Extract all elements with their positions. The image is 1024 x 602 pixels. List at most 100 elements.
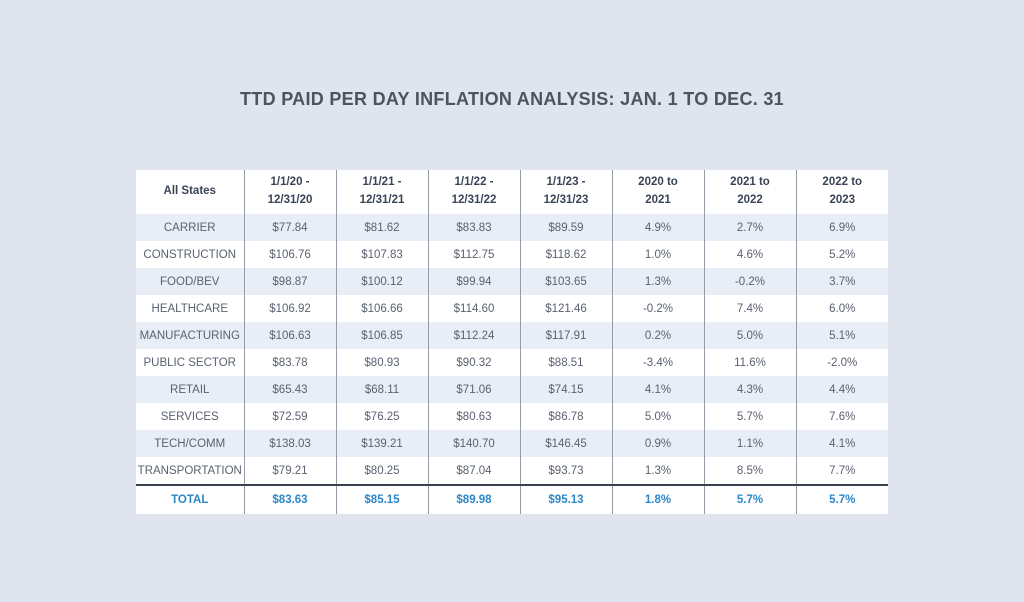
- table-cell: $139.21: [336, 430, 429, 457]
- table-row: PUBLIC SECTOR $83.78 $80.93 $90.32 $88.51 -3.…: [136, 349, 888, 376]
- column-header: 2022 to 2023: [796, 170, 888, 214]
- table-cell: 1.3%: [612, 457, 705, 485]
- row-label: MANUFACTURING: [136, 322, 245, 349]
- table-cell: $88.51: [520, 349, 613, 376]
- table-cell: $86.78: [520, 403, 613, 430]
- total-cell: 5.7%: [704, 484, 797, 514]
- table-container: All States 1/1/20 -12/31/20 1/1/21 -12/31/…: [136, 170, 888, 514]
- row-label: CONSTRUCTION: [136, 241, 245, 268]
- column-header: 1/1/21 -12/31/21: [336, 170, 429, 214]
- row-label: RETAIL: [136, 376, 245, 403]
- page-title: TTD PAID PER DAY INFLATION ANALYSIS: JAN…: [240, 89, 784, 109]
- table-cell: 7.6%: [796, 403, 888, 430]
- table-cell: $103.65: [520, 268, 613, 295]
- column-header: 2020 to 2021: [612, 170, 705, 214]
- table-row: TECH/COMM $138.03 $139.21 $140.70 $146.45 0.9…: [136, 430, 888, 457]
- total-row: TOTAL $83.63 $85.15 $89.98 $95.13 1.8% 5.7% 5.7…: [136, 484, 888, 514]
- column-header: 1/1/23 -12/31/23: [520, 170, 613, 214]
- table-cell: $138.03: [244, 430, 337, 457]
- table-cell: $99.94: [428, 268, 521, 295]
- table-cell: $80.63: [428, 403, 521, 430]
- total-cell: $85.15: [336, 484, 429, 514]
- total-cell: 5.7%: [796, 484, 888, 514]
- table-cell: 1.1%: [704, 430, 797, 457]
- table-row: TRANSPORTATION $79.21 $80.25 $87.04 $93.73 1.…: [136, 457, 888, 485]
- table-cell: 1.3%: [612, 268, 705, 295]
- row-label: FOOD/BEV: [136, 268, 245, 295]
- table-body: CARRIER $77.84 $81.62 $83.83 $89.59 4.9% 2.7% 6…: [136, 214, 888, 514]
- table-cell: 4.3%: [704, 376, 797, 403]
- table-cell: 5.7%: [704, 403, 797, 430]
- table-cell: $81.62: [336, 214, 429, 241]
- table-cell: 5.0%: [704, 322, 797, 349]
- inflation-table: All States 1/1/20 -12/31/20 1/1/21 -12/31/…: [136, 170, 888, 514]
- table-cell: 4.4%: [796, 376, 888, 403]
- column-header: All States: [136, 170, 245, 214]
- table-row: RETAIL $65.43 $68.11 $71.06 $74.15 4.1% 4.3% 4.…: [136, 376, 888, 403]
- table-cell: $83.78: [244, 349, 337, 376]
- total-label: TOTAL: [136, 484, 245, 514]
- table-cell: $106.92: [244, 295, 337, 322]
- table-cell: $71.06: [428, 376, 521, 403]
- table-cell: 5.2%: [796, 241, 888, 268]
- table-cell: $76.25: [336, 403, 429, 430]
- table-cell: $112.75: [428, 241, 521, 268]
- table-cell: 1.0%: [612, 241, 705, 268]
- column-header: 2021 to 2022: [704, 170, 797, 214]
- table-cell: $80.93: [336, 349, 429, 376]
- table-cell: -3.4%: [612, 349, 705, 376]
- table-cell: $98.87: [244, 268, 337, 295]
- table-cell: $83.83: [428, 214, 521, 241]
- table-cell: $100.12: [336, 268, 429, 295]
- table-cell: 4.1%: [612, 376, 705, 403]
- table-cell: 0.9%: [612, 430, 705, 457]
- column-header: 1/1/22 -12/31/22: [428, 170, 521, 214]
- table-cell: $74.15: [520, 376, 613, 403]
- table-cell: 5.1%: [796, 322, 888, 349]
- total-cell: $83.63: [244, 484, 337, 514]
- table-row: MANUFACTURING $106.63 $106.85 $112.24 $117.9…: [136, 322, 888, 349]
- table-cell: 8.5%: [704, 457, 797, 485]
- table-cell: -0.2%: [612, 295, 705, 322]
- table-row: CARRIER $77.84 $81.62 $83.83 $89.59 4.9% 2.7% 6…: [136, 214, 888, 241]
- table-cell: 6.0%: [796, 295, 888, 322]
- table-cell: $106.85: [336, 322, 429, 349]
- table-cell: 6.9%: [796, 214, 888, 241]
- row-label: SERVICES: [136, 403, 245, 430]
- total-cell: 1.8%: [612, 484, 705, 514]
- header-row: All States 1/1/20 -12/31/20 1/1/21 -12/31/…: [136, 170, 888, 214]
- table-cell: $65.43: [244, 376, 337, 403]
- table-cell: $140.70: [428, 430, 521, 457]
- table-cell: $80.25: [336, 457, 429, 485]
- column-header: 1/1/20 -12/31/20: [244, 170, 337, 214]
- row-label: TRANSPORTATION: [136, 457, 245, 485]
- table-cell: $112.24: [428, 322, 521, 349]
- table-header: All States 1/1/20 -12/31/20 1/1/21 -12/31/…: [136, 170, 888, 214]
- table-cell: -2.0%: [796, 349, 888, 376]
- table-row: CONSTRUCTION $106.76 $107.83 $112.75 $118.62…: [136, 241, 888, 268]
- table-row: FOOD/BEV $98.87 $100.12 $99.94 $103.65 1.3% -0…: [136, 268, 888, 295]
- table-cell: $87.04: [428, 457, 521, 485]
- table-cell: $106.63: [244, 322, 337, 349]
- table-cell: $107.83: [336, 241, 429, 268]
- table-cell: 2.7%: [704, 214, 797, 241]
- row-label: HEALTHCARE: [136, 295, 245, 322]
- table-cell: 3.7%: [796, 268, 888, 295]
- total-cell: $95.13: [520, 484, 613, 514]
- table-cell: $89.59: [520, 214, 613, 241]
- table-row: SERVICES $72.59 $76.25 $80.63 $86.78 5.0% 5.7%…: [136, 403, 888, 430]
- table-cell: $93.73: [520, 457, 613, 485]
- table-cell: -0.2%: [704, 268, 797, 295]
- table-cell: $118.62: [520, 241, 613, 268]
- table-cell: $146.45: [520, 430, 613, 457]
- table-cell: $68.11: [336, 376, 429, 403]
- table-cell: 7.7%: [796, 457, 888, 485]
- table-cell: $77.84: [244, 214, 337, 241]
- table-cell: $121.46: [520, 295, 613, 322]
- table-cell: 7.4%: [704, 295, 797, 322]
- table-cell: 11.6%: [704, 349, 797, 376]
- table-cell: $106.66: [336, 295, 429, 322]
- table-cell: $114.60: [428, 295, 521, 322]
- table-cell: 4.9%: [612, 214, 705, 241]
